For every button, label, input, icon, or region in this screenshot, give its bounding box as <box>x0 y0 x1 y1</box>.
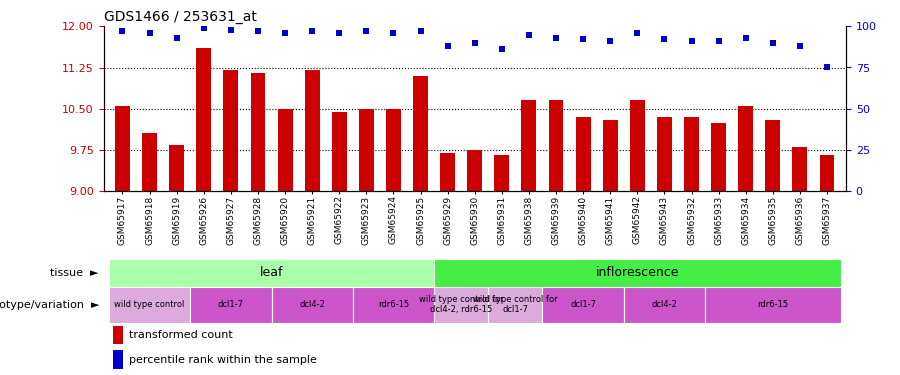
Point <box>630 30 644 36</box>
Bar <box>413 76 428 191</box>
Bar <box>112 326 123 344</box>
Point <box>359 28 374 34</box>
Bar <box>624 287 705 322</box>
Text: dcl1-7: dcl1-7 <box>570 300 596 309</box>
Point <box>468 40 482 46</box>
Bar <box>494 156 509 191</box>
Point <box>657 36 671 42</box>
Bar <box>711 123 726 191</box>
Text: dcl1-7: dcl1-7 <box>218 300 244 309</box>
Text: GDS1466 / 253631_at: GDS1466 / 253631_at <box>104 10 256 24</box>
Point <box>169 35 184 41</box>
Point <box>522 32 536 38</box>
Point <box>115 28 130 34</box>
Point <box>495 46 509 53</box>
Bar <box>684 117 699 191</box>
Text: genotype/variation  ►: genotype/variation ► <box>0 300 99 310</box>
Point <box>603 38 617 44</box>
Point <box>440 43 454 49</box>
Point <box>793 43 807 49</box>
Bar <box>576 117 590 191</box>
Bar <box>521 100 536 191</box>
Bar <box>332 111 347 191</box>
Bar <box>793 147 807 191</box>
Text: rdr6-15: rdr6-15 <box>378 300 409 309</box>
Point <box>278 30 293 36</box>
Bar <box>705 287 841 322</box>
Point <box>820 64 834 70</box>
Point <box>142 30 157 36</box>
Point <box>576 36 590 42</box>
Bar <box>603 120 617 191</box>
Bar <box>657 117 672 191</box>
Text: tissue  ►: tissue ► <box>50 268 99 278</box>
Text: wild type control for
dcl4-2, rdr6-15: wild type control for dcl4-2, rdr6-15 <box>418 295 503 314</box>
Bar <box>765 120 780 191</box>
Bar <box>440 153 455 191</box>
Text: transformed count: transformed count <box>129 330 232 340</box>
Bar <box>196 48 211 191</box>
Text: dcl4-2: dcl4-2 <box>299 300 325 309</box>
Bar <box>109 259 434 287</box>
Text: wild type control: wild type control <box>114 300 184 309</box>
Point <box>684 38 698 44</box>
Text: percentile rank within the sample: percentile rank within the sample <box>129 354 317 364</box>
Bar <box>386 109 400 191</box>
Bar <box>359 109 374 191</box>
Bar <box>250 73 266 191</box>
Text: wild type control for
dcl1-7: wild type control for dcl1-7 <box>473 295 558 314</box>
Bar <box>190 287 272 322</box>
Bar <box>549 100 563 191</box>
Bar <box>489 287 543 322</box>
Bar <box>353 287 434 322</box>
Bar <box>543 287 624 322</box>
Text: dcl4-2: dcl4-2 <box>652 300 678 309</box>
Point <box>549 35 563 41</box>
Point <box>196 25 211 31</box>
Point <box>305 28 320 34</box>
Bar <box>272 287 353 322</box>
Bar <box>109 287 190 322</box>
Point <box>413 28 428 34</box>
Point <box>739 35 753 41</box>
Text: leaf: leaf <box>260 266 284 279</box>
Bar <box>277 109 292 191</box>
Bar <box>434 259 841 287</box>
Bar <box>467 150 482 191</box>
Point <box>766 40 780 46</box>
Bar <box>112 350 123 369</box>
Text: inflorescence: inflorescence <box>596 266 680 279</box>
Bar <box>820 156 834 191</box>
Point <box>251 28 266 34</box>
Text: rdr6-15: rdr6-15 <box>757 300 788 309</box>
Point <box>711 38 725 44</box>
Bar <box>434 287 489 322</box>
Bar <box>169 144 184 191</box>
Bar <box>142 134 157 191</box>
Bar <box>630 100 644 191</box>
Point <box>386 30 400 36</box>
Bar <box>738 106 753 191</box>
Bar <box>223 70 238 191</box>
Point <box>224 27 238 33</box>
Point <box>332 30 347 36</box>
Bar <box>115 106 130 191</box>
Bar <box>305 70 320 191</box>
